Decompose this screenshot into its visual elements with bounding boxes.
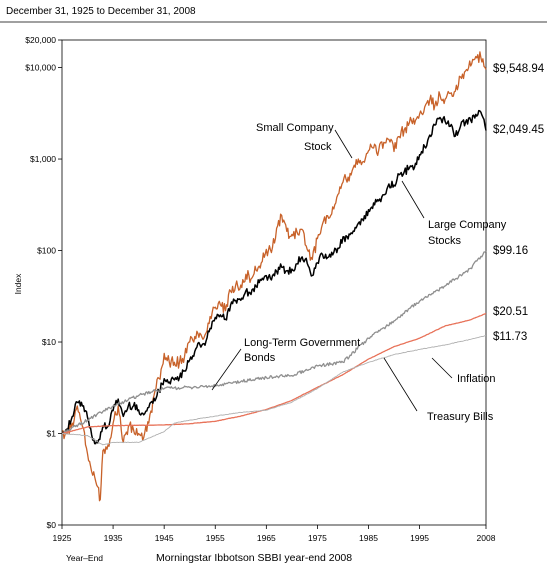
series-line-inflation [61,335,486,446]
annotation-leader-line [401,180,425,219]
x-tick-label: 1925 [53,533,72,543]
y-tick-label: $10,000 [25,63,56,73]
annotation-leader-line [431,357,453,379]
annotation-label: Small Company [256,122,334,134]
annotation-label: Stocks [428,235,462,247]
x-tick-label: 1965 [257,533,276,543]
x-tick-label: 1945 [155,533,174,543]
annotation-label: Treasury Bills [427,411,494,423]
date-range-header: December 31, 1925 to December 31, 2008 [6,6,196,17]
annotation-label: Stock [304,141,332,153]
y-tick-label: $10 [42,337,56,347]
plot-frame [61,39,487,526]
y-tick-label: $1 [47,429,57,439]
x-tick-label: 1935 [104,533,123,543]
y-tick-label: $20,000 [25,35,56,45]
x-axis: 1925 1935 1945 1955 1965 1975 1985 1995 2008 [53,525,496,543]
end-value-label: $9,548.94 [493,63,545,75]
x-tick-label: 1985 [359,533,378,543]
end-value-label: $99.16 [493,245,528,257]
end-value-label: $20.51 [493,306,528,318]
chart-footer: Morningstar Ibbotson SBBI year-end 2008 [156,552,352,564]
y-tick-label: $1,000 [30,154,56,164]
x-tick-label: 2008 [477,533,496,543]
y-axis-title: Index [13,273,23,295]
series-line-long-term-government-bonds [61,250,487,435]
annotation-label: Large Company [428,219,507,231]
x-axis-note: Year–End [66,553,103,563]
y-tick-label: $100 [37,246,56,256]
annotation-leader-line [334,129,353,159]
series-line-large-company-stocks [61,109,487,445]
x-tick-label: 1955 [206,533,225,543]
annotation-label: Inflation [457,373,496,385]
annotation-label: Long-Term Government [244,337,360,349]
y-tick-label: $0 [47,520,57,530]
series-lines [61,51,487,502]
series-line-treasury-bills [61,312,487,435]
y-axis: $0 $1 $10 $100 $1,000 $10,000 $20,000 [25,35,62,530]
x-tick-label: 1995 [410,533,429,543]
x-tick-label: 1975 [308,533,327,543]
end-value-label: $2,049.45 [493,124,544,136]
annotation-leader-line [383,357,418,412]
annotation-leader-line [211,348,242,391]
series-line-small-company-stocks [61,51,487,502]
end-value-label: $11.73 [493,331,527,343]
end-labels: $9,548.94 $2,049.45 $99.16 $20.51 $11.73 [493,63,545,343]
annotations: Small Company Stock Large Company Stocks Lon… [211,122,507,423]
annotation-label: Bonds [244,352,276,364]
